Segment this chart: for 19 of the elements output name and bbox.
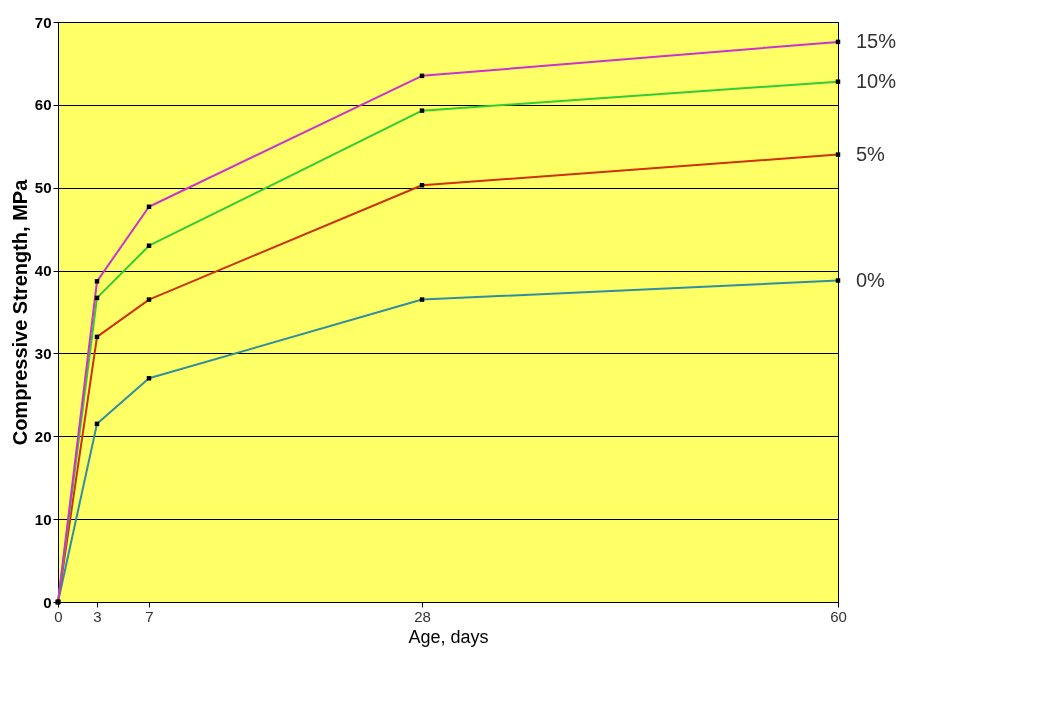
series-label: 0% <box>856 268 886 291</box>
x-axis-title: Age, days <box>408 626 489 647</box>
y-tick-label: 0 <box>43 593 52 611</box>
y-tick-label: 10 <box>34 510 52 528</box>
x-tick-label: 60 <box>830 607 847 625</box>
y-tick-label: 30 <box>34 344 52 362</box>
x-tick-label: 3 <box>93 607 102 625</box>
y-tick-label: 20 <box>34 427 52 445</box>
y-tick-label: 60 <box>34 96 52 114</box>
y-tick-label: 70 <box>34 13 52 31</box>
x-tick-label: 28 <box>414 607 431 625</box>
y-tick-label: 40 <box>34 262 52 280</box>
x-tick-label: 7 <box>145 607 154 625</box>
y-tick-label: 50 <box>34 179 52 197</box>
x-tick-label: 0 <box>54 607 63 625</box>
series-label: 5% <box>856 142 886 165</box>
y-axis-title: Compressive Strength, MPa <box>8 178 31 446</box>
series-label: 15% <box>856 29 897 52</box>
series-label: 10% <box>856 69 897 92</box>
